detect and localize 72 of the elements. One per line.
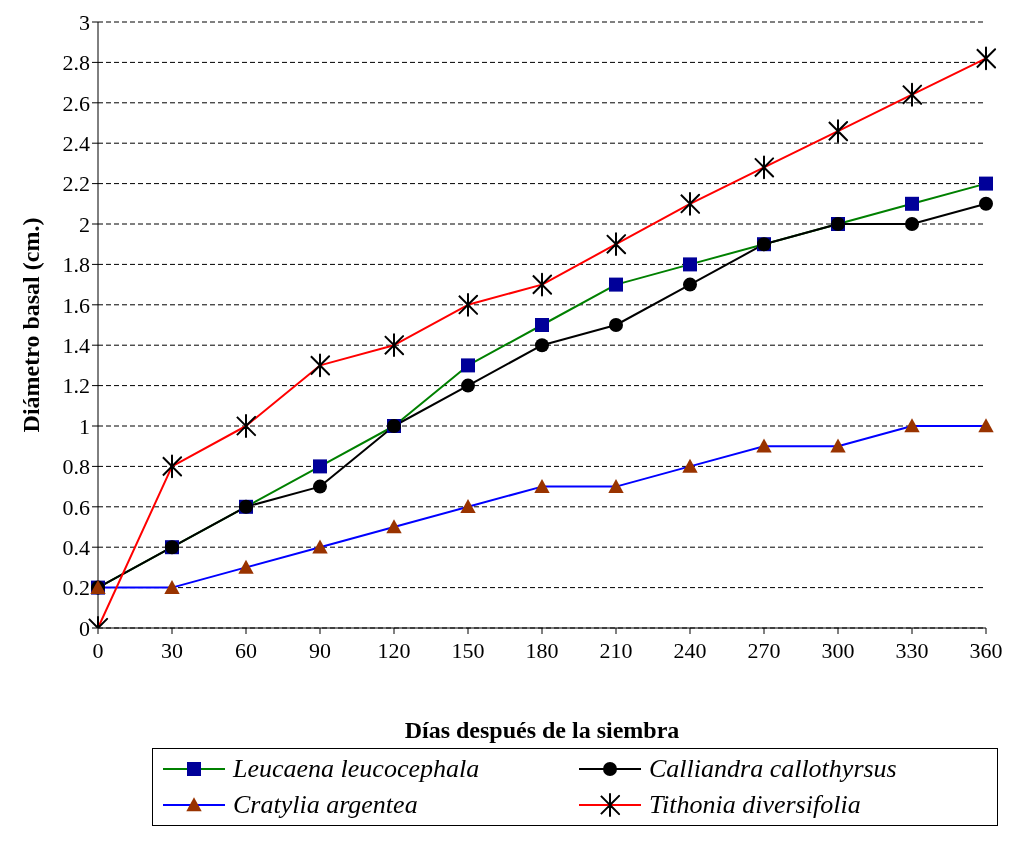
y-tick-label: 0.8 [62, 454, 90, 480]
point [978, 418, 994, 433]
point [312, 539, 328, 554]
x-tick-label: 30 [161, 637, 183, 663]
y-tick-label: 2 [79, 211, 90, 237]
x-tick-label: 210 [599, 637, 633, 663]
point [386, 519, 402, 534]
point [164, 579, 180, 594]
y-tick-label: 1.2 [62, 373, 90, 399]
x-tick-label: 180 [525, 637, 559, 663]
x-axis-title: Días después de la siembra [404, 717, 680, 743]
point [534, 478, 550, 493]
point [461, 378, 475, 393]
point [679, 191, 701, 216]
point [830, 438, 846, 453]
point [460, 499, 476, 514]
y-tick-label: 1.8 [62, 252, 90, 278]
point [313, 479, 327, 494]
point [905, 196, 919, 211]
point [753, 155, 775, 180]
point [535, 318, 549, 332]
point [238, 559, 254, 574]
point [683, 257, 697, 272]
y-tick-label: 1 [79, 413, 90, 439]
x-tick-label: 120 [377, 637, 411, 663]
point [683, 277, 697, 292]
point [535, 338, 549, 353]
y-tick-label: 2.4 [62, 131, 90, 157]
y-tick-label: 0.4 [62, 535, 90, 561]
y-tick-label: 2.8 [62, 50, 90, 76]
y-tick-label: 0.2 [62, 575, 90, 601]
y-tick-label: 0 [79, 615, 90, 641]
point [605, 232, 627, 257]
y-tick-label: 3 [79, 9, 90, 35]
point [904, 418, 920, 433]
legend-label: Calliandra callothyrsus [649, 754, 897, 784]
point [531, 272, 553, 297]
point [901, 82, 923, 107]
x-tick-label: 60 [235, 637, 257, 663]
legend-label: Tithonia diversifolia [649, 790, 861, 820]
point [457, 292, 479, 317]
x-tick-label: 300 [821, 637, 855, 663]
point [309, 353, 331, 378]
point [756, 438, 772, 453]
point [235, 414, 257, 438]
y-tick-label: 1.4 [62, 333, 90, 359]
point [975, 46, 997, 71]
y-tick-label: 2.6 [62, 90, 90, 116]
x-tick-label: 150 [451, 637, 485, 663]
x-tick-label: 240 [673, 637, 707, 663]
y-axis-title: Diámetro basal (cm.) [17, 217, 44, 433]
point [161, 454, 183, 479]
point [905, 217, 919, 231]
point [609, 277, 623, 292]
point [313, 459, 327, 474]
x-tick-label: 330 [895, 637, 929, 663]
y-tick-label: 0.6 [62, 494, 90, 520]
point [383, 333, 405, 358]
point [461, 358, 475, 373]
point [979, 176, 993, 191]
x-tick-label: 270 [747, 637, 781, 663]
x-tick-label: 360 [969, 637, 1003, 663]
point [682, 458, 698, 473]
y-tick-label: 2.2 [62, 171, 90, 197]
legend-label: Cratylia argentea [233, 790, 418, 820]
point [979, 196, 993, 211]
point [827, 119, 849, 143]
point [608, 478, 624, 493]
y-tick-label: 1.6 [62, 292, 90, 318]
point [609, 318, 623, 332]
legend-label: Leucaena leucocephala [233, 754, 480, 784]
x-tick-label: 90 [309, 637, 331, 663]
